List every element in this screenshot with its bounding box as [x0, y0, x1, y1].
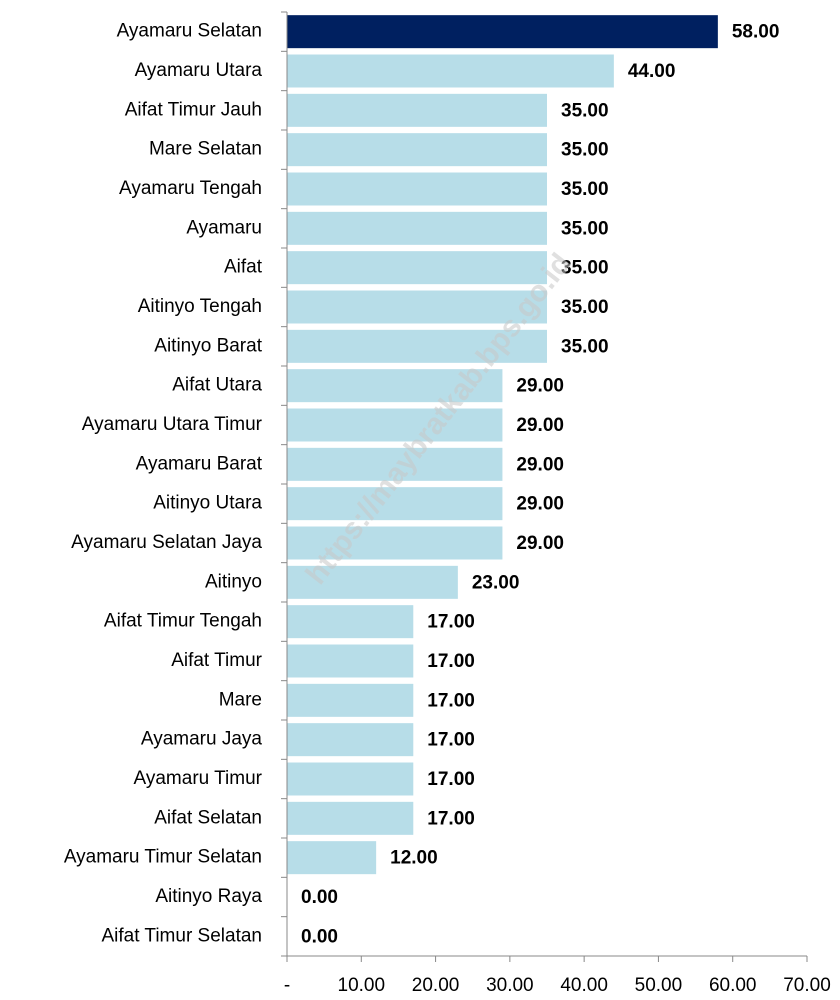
- value-label: 29.00: [516, 533, 564, 554]
- bar: [287, 408, 503, 442]
- bar: [287, 565, 458, 599]
- category-label: Aifat Timur Selatan: [101, 925, 262, 946]
- category-label: Aitinyo: [205, 571, 262, 592]
- value-label: 29.00: [516, 415, 564, 436]
- bar: [287, 133, 547, 167]
- value-label: 29.00: [516, 494, 564, 515]
- category-label: Aifat Timur Jauh: [125, 99, 262, 120]
- value-label: 17.00: [427, 651, 475, 672]
- bar: [287, 447, 503, 481]
- bar: [287, 841, 377, 875]
- category-label: Aifat Utara: [172, 375, 262, 396]
- bar: [287, 487, 503, 521]
- category-label: Aifat: [224, 257, 263, 278]
- x-tick-label: 40.00: [560, 975, 608, 996]
- category-label: Ayamaru Tengah: [119, 178, 262, 199]
- value-label: 29.00: [516, 376, 564, 397]
- x-tick-label: 30.00: [486, 975, 534, 996]
- category-label: Ayamaru Utara Timur: [82, 414, 263, 435]
- bar: [287, 54, 614, 88]
- bar: [287, 211, 547, 245]
- value-label: 0.00: [301, 926, 338, 947]
- bar: [287, 526, 503, 560]
- category-label: Aifat Timur: [171, 650, 262, 671]
- bar: [287, 329, 547, 363]
- bar: [287, 723, 414, 757]
- x-tick-label: 10.00: [338, 975, 386, 996]
- x-tick-label: 20.00: [412, 975, 460, 996]
- category-label: Aitinyo Utara: [153, 493, 262, 514]
- x-tick-label: 50.00: [635, 975, 683, 996]
- value-label: 23.00: [472, 572, 520, 593]
- category-label: Ayamaru Selatan Jaya: [71, 532, 262, 553]
- value-label: 35.00: [561, 179, 609, 200]
- bar: [287, 801, 414, 835]
- value-label: 44.00: [628, 61, 676, 82]
- bar: [287, 172, 547, 206]
- category-label: Mare: [219, 689, 262, 710]
- bar: [287, 369, 503, 403]
- value-label: 35.00: [561, 100, 609, 121]
- value-label: 35.00: [561, 218, 609, 239]
- category-label: Aifat Selatan: [154, 807, 262, 828]
- value-label: 35.00: [561, 258, 609, 279]
- category-label: Ayamaru Timur Selatan: [64, 847, 262, 868]
- value-label: 17.00: [427, 612, 475, 633]
- bar: [287, 251, 547, 285]
- value-label: 35.00: [561, 336, 609, 357]
- category-label: Ayamaru: [186, 217, 262, 238]
- category-label: Ayamaru Timur: [134, 768, 263, 789]
- value-label: 17.00: [427, 690, 475, 711]
- bar: [287, 644, 414, 678]
- value-label: 17.00: [427, 808, 475, 829]
- category-label: Aitinyo Tengah: [138, 296, 262, 317]
- bar: [287, 762, 414, 796]
- x-tick-label: -: [284, 975, 290, 996]
- value-label: 35.00: [561, 140, 609, 161]
- value-label: 58.00: [732, 22, 780, 43]
- bar: [287, 605, 414, 639]
- category-label: Aitinyo Raya: [155, 886, 262, 907]
- x-tick-label: 70.00: [783, 975, 831, 996]
- category-label: Ayamaru Selatan: [117, 21, 262, 42]
- value-label: 17.00: [427, 769, 475, 790]
- value-label: 17.00: [427, 730, 475, 751]
- category-label: Mare Selatan: [149, 139, 262, 160]
- bar: [287, 290, 547, 324]
- category-label: Ayamaru Utara: [135, 60, 263, 81]
- category-label: Aifat Timur Tengah: [104, 611, 262, 632]
- value-label: 12.00: [390, 848, 438, 869]
- bar: [287, 93, 547, 127]
- value-label: 0.00: [301, 887, 338, 908]
- category-label: Ayamaru Barat: [136, 453, 263, 474]
- bar: [287, 683, 414, 717]
- bar: [287, 15, 718, 49]
- x-tick-label: 60.00: [709, 975, 757, 996]
- category-label: Aitinyo Barat: [154, 335, 262, 356]
- category-label: Ayamaru Jaya: [141, 729, 263, 750]
- value-label: 29.00: [516, 454, 564, 475]
- value-label: 35.00: [561, 297, 609, 318]
